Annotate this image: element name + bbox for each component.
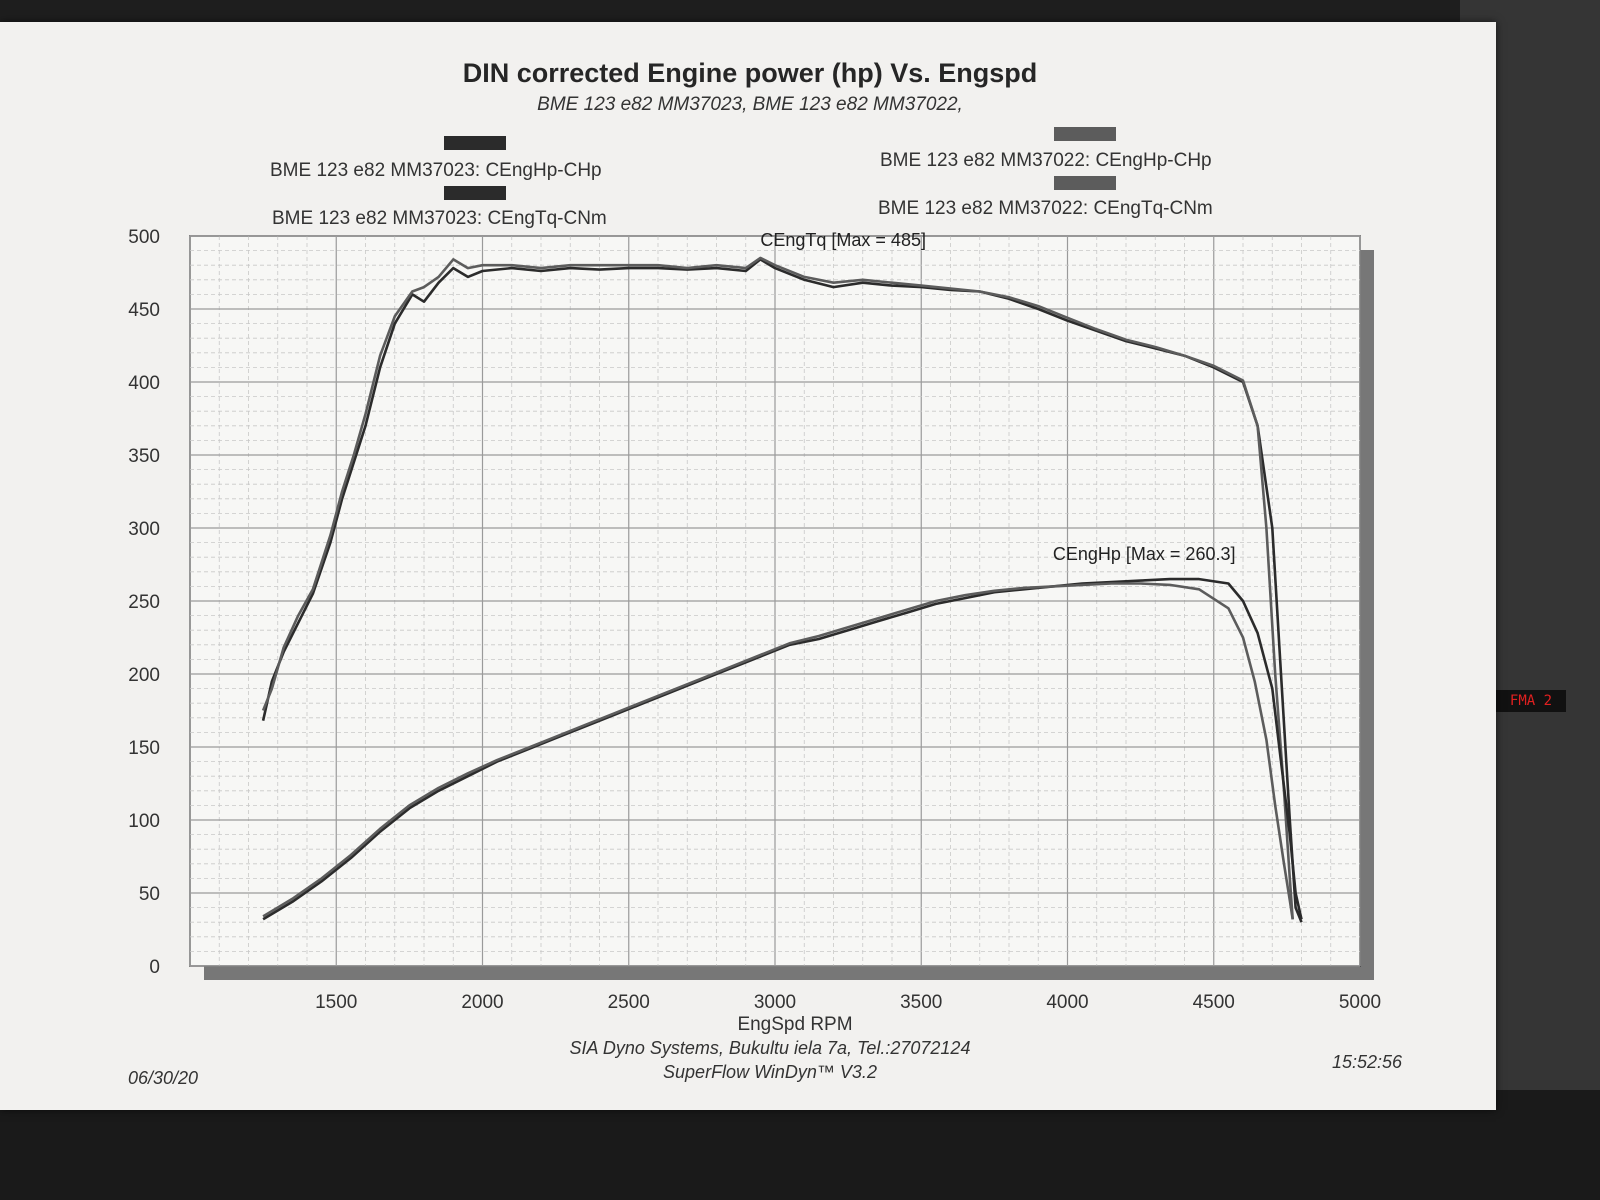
chart-labels: CEngTq [Max = 485] CEngHp [Max = 260.3] <box>760 230 1235 564</box>
legend-item-2: BME 123 e82 MM37023: CEngTq-CNm <box>272 208 607 229</box>
legend-item-4: BME 123 e82 MM37022: CEngTq-CNm <box>878 198 1213 219</box>
legend-swatch-1 <box>444 136 506 150</box>
plot-shadow <box>189 235 1374 980</box>
dashboard-mode-display: FMA 2 <box>1496 690 1566 712</box>
y-tick-label: 50 <box>139 884 160 905</box>
y-tick-label: 100 <box>128 811 160 832</box>
chart-axes: 0 50 100 150 200 250 300 350 400 450 500 1500 2000 25… <box>128 227 1381 1035</box>
series-line-2 <box>261 256 1294 920</box>
x-tick-label: 5000 <box>1339 992 1381 1013</box>
x-tick-label: 3500 <box>900 992 942 1013</box>
x-tick-label: 2000 <box>461 992 503 1013</box>
footer-software: SuperFlow WinDyn™ V3.2 <box>663 1062 877 1082</box>
x-axis-label: EngSpd RPM <box>737 1014 852 1035</box>
legend-swatch-4 <box>1054 176 1116 190</box>
y-tick-label: 500 <box>128 227 160 248</box>
footer-time: 15:52:56 <box>1332 1052 1403 1072</box>
y-tick-label: 250 <box>128 592 160 613</box>
x-tick-label: 1500 <box>315 992 357 1013</box>
annotation-1: CEngTq [Max = 485] <box>760 230 926 250</box>
x-tick-label: 4000 <box>1046 992 1088 1013</box>
chart-title: DIN corrected Engine power (hp) Vs. Engs… <box>462 58 1038 88</box>
y-tick-label: 150 <box>128 738 160 759</box>
y-tick-label: 200 <box>128 665 160 686</box>
y-tick-label: 300 <box>128 519 160 540</box>
series-line-3 <box>262 577 1303 921</box>
footer-date: 06/30/20 <box>128 1068 199 1088</box>
legend-swatch-2 <box>444 186 506 200</box>
y-tick-label: 0 <box>149 957 160 978</box>
y-tick-label: 350 <box>128 446 160 467</box>
footer-company: SIA Dyno Systems, Bukultu iela 7a, Tel.:… <box>569 1038 971 1058</box>
y-tick-label: 450 <box>128 300 160 321</box>
legend-item-1: BME 123 e82 MM37023: CEngHp-CHp <box>270 160 602 181</box>
legend-item-3: BME 123 e82 MM37022: CEngHp-CHp <box>880 150 1212 171</box>
x-tick-label: 4500 <box>1193 992 1235 1013</box>
chart-series <box>261 256 1303 923</box>
series-line-4 <box>262 582 1294 920</box>
chart-grid <box>189 235 1361 967</box>
legend-swatch-3 <box>1054 127 1116 141</box>
x-tick-label: 2500 <box>608 992 650 1013</box>
y-tick-label: 400 <box>128 373 160 394</box>
x-tick-label: 3000 <box>754 992 796 1013</box>
chart-subtitle: BME 123 e82 MM37023, BME 123 e82 MM37022… <box>537 94 963 115</box>
annotation-2: CEngHp [Max = 260.3] <box>1053 544 1236 564</box>
